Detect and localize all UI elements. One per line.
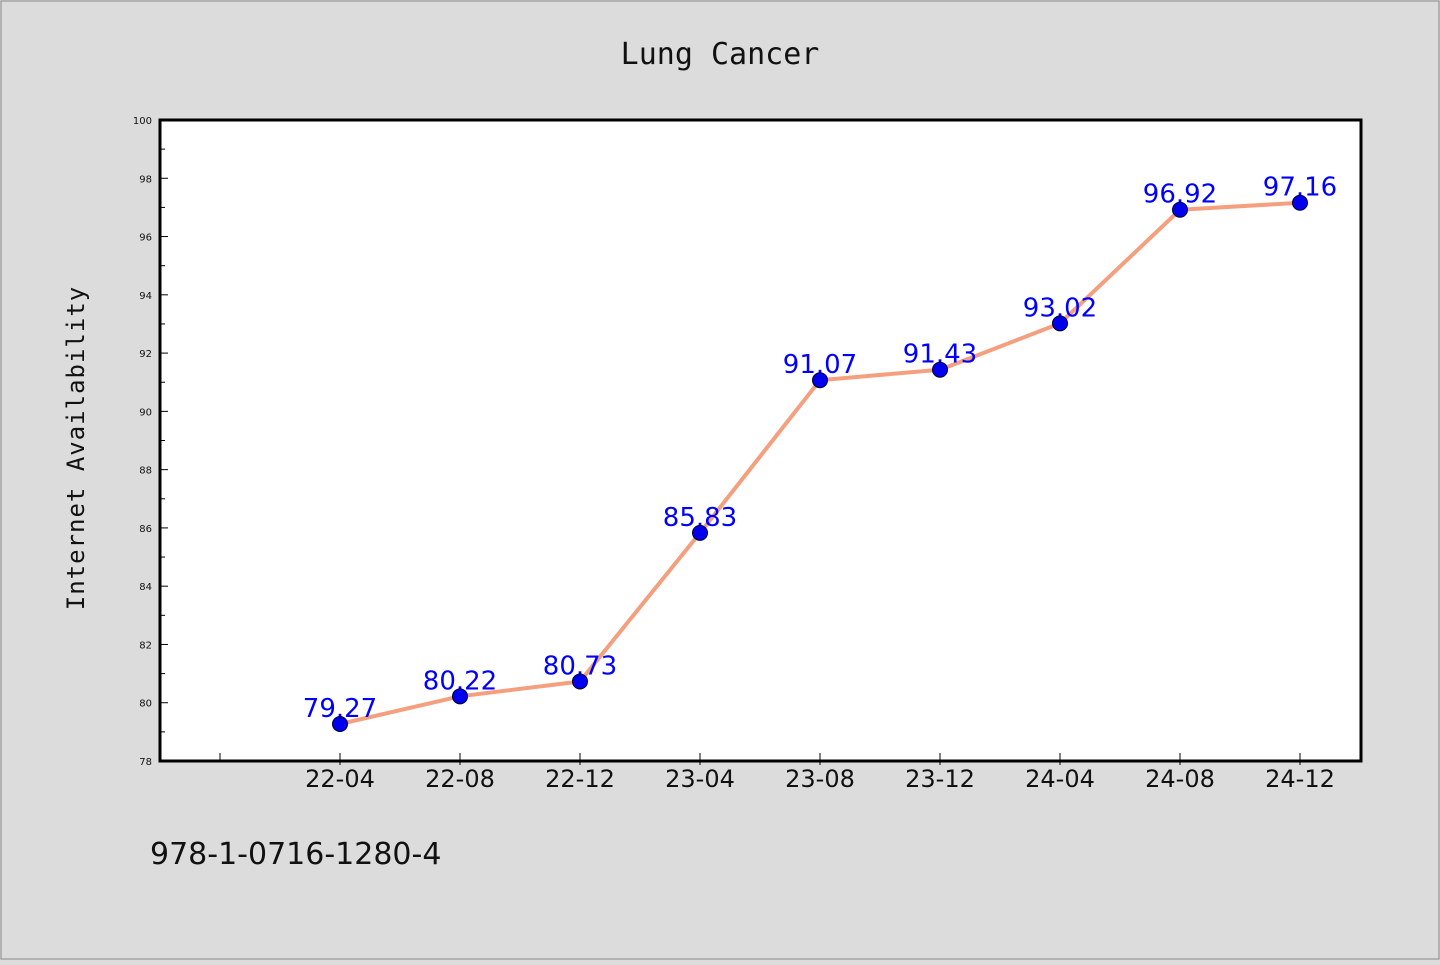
y-tick-label: 98 [139, 174, 152, 185]
y-axis-label: Internet Availability [62, 286, 90, 610]
plot-frame [158, 118, 1363, 763]
y-tick-label: 96 [139, 233, 152, 244]
y-tick-label: 94 [139, 291, 152, 302]
data-point-marker [332, 715, 348, 732]
y-tick-label: 90 [139, 407, 152, 418]
data-point-marker [572, 673, 588, 690]
y-tick-label: 80 [139, 699, 152, 710]
footer-code: 978-1-0716-1280-4 [150, 837, 441, 872]
data-point-marker [692, 524, 708, 541]
data-point-marker [1292, 194, 1308, 211]
x-tick-label: 23-12 [905, 765, 975, 793]
data-point-marker [1172, 201, 1188, 218]
x-tick-label: 22-12 [545, 765, 615, 793]
y-tick-label: 88 [139, 466, 152, 477]
axis-ticks: 78 80 82 84 86 88 90 92 94 96 98 100 22-04 22-08 22-12… [133, 116, 1335, 793]
data-point-marker [932, 361, 948, 378]
data-point-marker [452, 688, 468, 705]
y-tick-label: 100 [133, 116, 152, 127]
x-tick-label: 24-04 [1025, 765, 1095, 793]
x-tick-label: 22-04 [305, 765, 375, 793]
y-tick-label: 86 [139, 524, 152, 535]
data-point-marker [1052, 315, 1068, 332]
x-tick-label: 23-08 [785, 765, 855, 793]
x-tick-label: 24-08 [1145, 765, 1215, 793]
y-tick-label: 92 [139, 349, 152, 360]
y-tick-label: 84 [139, 582, 152, 593]
data-point-marker [812, 372, 828, 389]
y-tick-label: 82 [139, 640, 152, 651]
y-tick-label: 78 [139, 757, 152, 768]
x-tick-label: 22-08 [425, 765, 495, 793]
x-tick-label: 24-12 [1265, 765, 1335, 793]
x-tick-label: 23-04 [665, 765, 735, 793]
chart-title: Lung Cancer [621, 37, 820, 72]
